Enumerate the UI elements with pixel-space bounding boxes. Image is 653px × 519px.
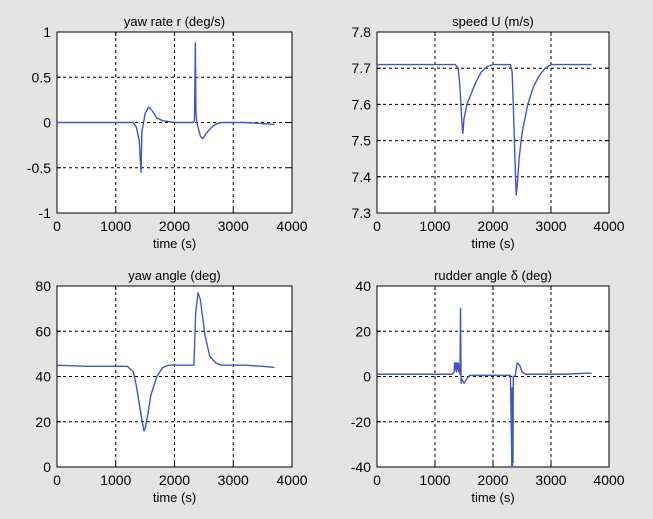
chart-1-xtick-label: 0 (53, 218, 61, 234)
chart-1-xtick-label: 4000 (276, 218, 307, 234)
chart-2-xtick-label: 1000 (419, 218, 450, 234)
chart-1-ytick-label: 0.5 (32, 69, 52, 85)
chart-4-xtick-label: 4000 (593, 472, 624, 488)
chart-1-xlabel: time (s) (153, 236, 196, 251)
chart-1-ytick-label: -1 (39, 205, 52, 221)
chart-3-ytick-label: 20 (35, 414, 51, 430)
chart-2-ytick-label: 7.7 (352, 60, 372, 76)
chart-3-xtick-label: 3000 (218, 472, 249, 488)
chart-2-series-line-1 (377, 63, 592, 196)
chart-4-ytick-label: 0 (363, 369, 371, 385)
chart-3-ytick-label: 60 (35, 323, 51, 339)
chart-3-axes-frame (56, 285, 293, 468)
chart-3-series-line-1 (56, 292, 275, 432)
subplot-yaw-angle-deg: 0 1000 2000 3000 4000 0 20 40 60 80 yaw angle (deg… (35, 268, 307, 505)
chart-3-xtick-label: 2000 (159, 472, 190, 488)
chart-4-xlabel: time (s) (471, 490, 514, 505)
chart-4-title: rudder angle δ (deg) (434, 268, 552, 283)
chart-4-xtick-label: 3000 (535, 472, 566, 488)
subplot-speed-u-m-s: 0 1000 2000 3000 4000 7.3 7.4 7.5 7.6 7.7 7.8 speed… (352, 14, 625, 251)
chart-1-xtick-label: 1000 (100, 218, 131, 234)
chart-3-xlabel: time (s) (153, 490, 196, 505)
chart-2-axes-frame (376, 31, 610, 214)
chart-1-xtick-label: 2000 (159, 218, 190, 234)
subplot-rudder-angle-deg: 0 1000 2000 3000 4000 -40 -20 0 20 40 rudder angle… (351, 268, 625, 505)
chart-2-xtick-label: 3000 (535, 218, 566, 234)
chart-3-xtick-label: 1000 (100, 472, 131, 488)
chart-2-ytick-label: 7.5 (352, 133, 372, 149)
chart-3-xtick-label: 4000 (276, 472, 307, 488)
chart-3-xtick-label: 0 (53, 472, 61, 488)
chart-4-xtick-label: 0 (373, 472, 381, 488)
chart-3-title: yaw angle (deg) (128, 268, 221, 283)
chart-4-xtick-label: 2000 (477, 472, 508, 488)
chart-1-ytick-label: 0 (43, 115, 51, 131)
chart-2-ytick-label: 7.6 (352, 96, 372, 112)
chart-4-axes-frame (376, 285, 610, 468)
chart-1-title: yaw rate r (deg/s) (124, 14, 225, 29)
chart-1-series-line-1 (57, 42, 275, 173)
chart-2-xtick-label: 2000 (477, 218, 508, 234)
chart-2-ytick-label: 7.3 (352, 205, 372, 221)
chart-4-ytick-label: -20 (351, 414, 371, 430)
chart-4-ytick-label: 20 (355, 323, 371, 339)
chart-1-ytick-label: -0.5 (27, 160, 51, 176)
chart-4-ytick-label: 40 (355, 278, 371, 294)
chart-2-xtick-label: 4000 (593, 218, 624, 234)
chart-3-ytick-label: 40 (35, 369, 51, 385)
chart-2-ytick-label: 7.4 (352, 169, 372, 185)
chart-2-xlabel: time (s) (471, 236, 514, 251)
chart-2-title: speed U (m/s) (452, 14, 534, 29)
chart-4-ytick-label: -40 (351, 459, 371, 475)
subplot-yaw-rate-r-deg-s: 0 1000 2000 3000 4000 -1 -0.5 0 0.5 1 yaw rate r (… (27, 14, 308, 251)
chart-4-xtick-label: 1000 (419, 472, 450, 488)
chart-1-xtick-label: 3000 (218, 218, 249, 234)
chart-3-ytick-label: 80 (35, 278, 51, 294)
chart-3-ytick-label: 0 (43, 459, 51, 475)
chart-2-xtick-label: 0 (373, 218, 381, 234)
chart-1-ytick-label: 1 (43, 24, 51, 40)
chart-2-ytick-label: 7.8 (352, 24, 372, 40)
chart-4-series-line-1 (377, 307, 592, 468)
